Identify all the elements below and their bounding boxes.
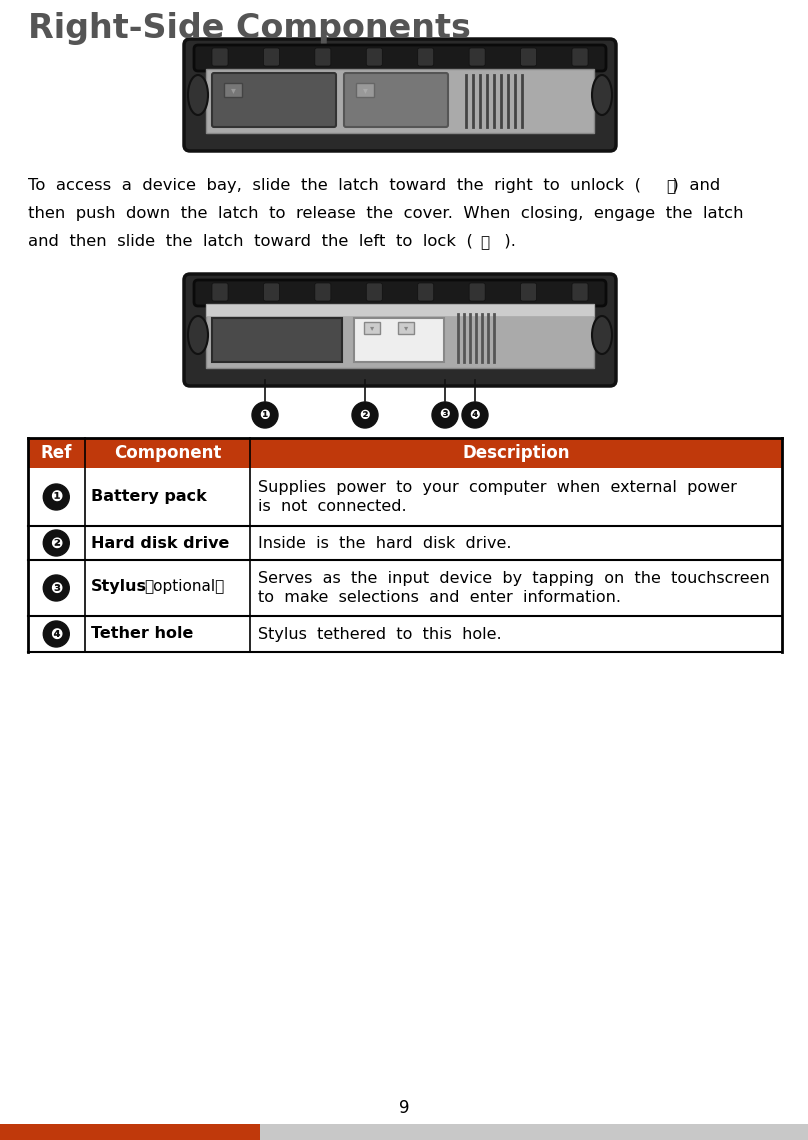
Text: Right-Side Components: Right-Side Components (28, 13, 471, 44)
Text: Ref: Ref (40, 443, 72, 462)
Text: （optional）: （optional） (145, 578, 225, 594)
FancyBboxPatch shape (418, 48, 434, 66)
Bar (0, 1124, 260, 1140)
Bar (398, 321, 414, 334)
FancyBboxPatch shape (194, 280, 606, 306)
FancyBboxPatch shape (572, 283, 588, 301)
FancyBboxPatch shape (263, 283, 280, 301)
FancyBboxPatch shape (366, 48, 382, 66)
Bar (364, 321, 380, 334)
Bar (28, 526, 782, 560)
FancyBboxPatch shape (469, 48, 485, 66)
Text: ❶: ❶ (50, 489, 62, 505)
FancyBboxPatch shape (184, 274, 616, 386)
Text: Stylus  tethered  to  this  hole.: Stylus tethered to this hole. (259, 627, 502, 642)
Ellipse shape (592, 316, 612, 355)
Bar (206, 304, 594, 368)
Text: Stylus: Stylus (90, 578, 146, 594)
FancyBboxPatch shape (212, 48, 228, 66)
Text: Inside  is  the  hard  disk  drive.: Inside is the hard disk drive. (259, 536, 512, 551)
Text: Tether hole: Tether hole (90, 627, 193, 642)
FancyBboxPatch shape (212, 283, 228, 301)
FancyBboxPatch shape (366, 283, 382, 301)
Text: Battery pack: Battery pack (90, 489, 206, 505)
Bar (28, 469, 782, 526)
Ellipse shape (188, 75, 208, 115)
Text: 9: 9 (399, 1099, 409, 1117)
Text: To  access  a  device  bay,  slide  the  latch  toward  the  right  to  unlock  : To access a device bay, slide the latch … (28, 178, 720, 193)
FancyBboxPatch shape (418, 283, 434, 301)
Bar (356, 83, 374, 97)
FancyBboxPatch shape (194, 44, 606, 71)
Text: ❷: ❷ (50, 536, 62, 551)
Text: ❸: ❸ (50, 580, 62, 595)
Text: then  push  down  the  latch  to  release  the  cover.  When  closing,  engage  : then push down the latch to release the … (28, 206, 743, 221)
Text: ❹: ❹ (469, 408, 480, 422)
Text: ▾: ▾ (404, 324, 408, 333)
Text: Serves  as  the  input  device  by  tapping  on  the  touchscreen: Serves as the input device by tapping on… (259, 571, 770, 586)
Text: to  make  selections  and  enter  information.: to make selections and enter information… (259, 591, 621, 605)
Text: ❹: ❹ (50, 627, 62, 642)
Text: ▾: ▾ (230, 86, 235, 95)
FancyBboxPatch shape (212, 73, 336, 127)
FancyBboxPatch shape (572, 48, 588, 66)
FancyBboxPatch shape (184, 39, 616, 150)
Ellipse shape (592, 75, 612, 115)
FancyBboxPatch shape (469, 283, 485, 301)
Bar (28, 438, 782, 469)
Circle shape (44, 575, 69, 601)
Text: ❷: ❷ (360, 408, 370, 422)
Text: 🔓: 🔓 (666, 179, 675, 194)
Text: ❸: ❸ (440, 408, 450, 422)
Bar (224, 83, 242, 97)
FancyBboxPatch shape (520, 283, 537, 301)
Circle shape (252, 402, 278, 428)
Bar (260, 1124, 808, 1140)
Circle shape (44, 621, 69, 648)
Bar (354, 318, 444, 363)
Text: Description: Description (462, 443, 570, 462)
Circle shape (44, 530, 69, 556)
Text: ❶: ❶ (259, 408, 271, 422)
FancyBboxPatch shape (315, 48, 330, 66)
FancyBboxPatch shape (344, 73, 448, 127)
Circle shape (44, 484, 69, 510)
Bar (28, 616, 782, 652)
Text: Supplies  power  to  your  computer  when  external  power: Supplies power to your computer when ext… (259, 480, 738, 495)
Text: Hard disk drive: Hard disk drive (90, 536, 229, 551)
Bar (212, 318, 342, 363)
Text: Component: Component (114, 443, 221, 462)
FancyBboxPatch shape (263, 48, 280, 66)
Text: ▾: ▾ (363, 86, 368, 95)
Bar (28, 560, 782, 616)
Bar (206, 70, 594, 133)
Text: and  then  slide  the  latch  toward  the  left  to  lock  (      ).: and then slide the latch toward the left… (28, 234, 516, 249)
Text: is  not  connected.: is not connected. (259, 499, 407, 514)
Bar (206, 304, 594, 316)
Text: ▾: ▾ (370, 324, 374, 333)
Text: 🔒: 🔒 (480, 235, 489, 250)
Circle shape (462, 402, 488, 428)
Ellipse shape (188, 316, 208, 355)
FancyBboxPatch shape (520, 48, 537, 66)
Circle shape (352, 402, 378, 428)
FancyBboxPatch shape (315, 283, 330, 301)
Circle shape (432, 402, 458, 428)
